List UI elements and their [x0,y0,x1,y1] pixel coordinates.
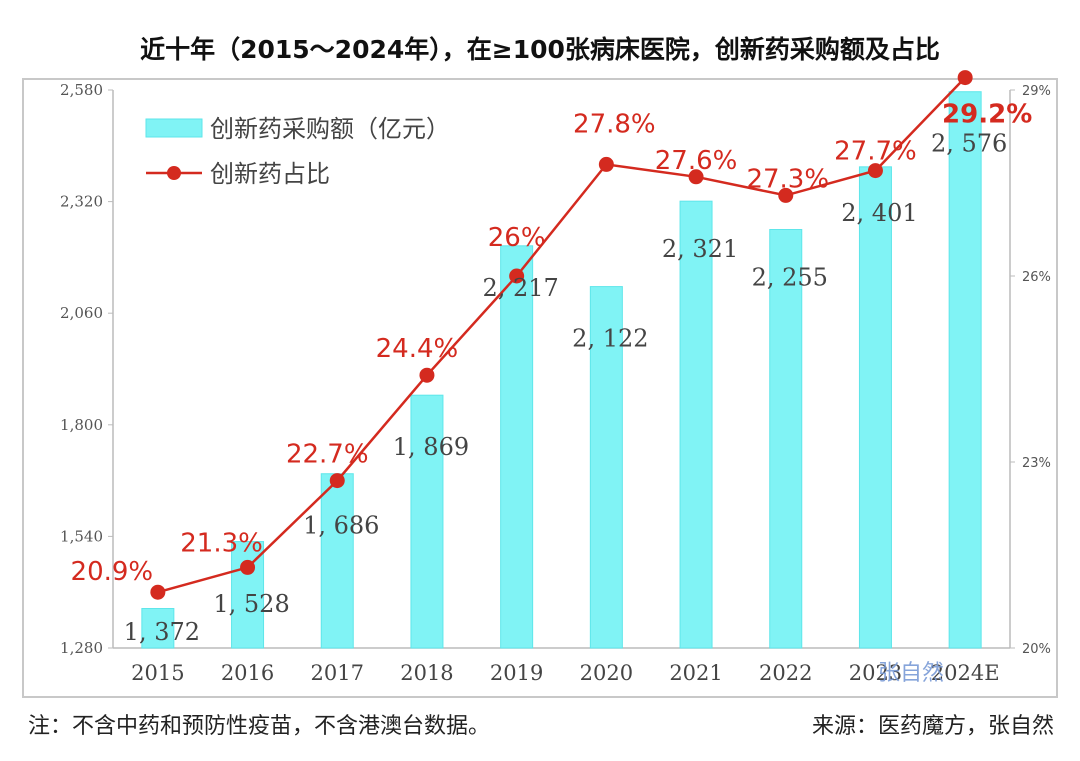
bar [320,473,354,649]
line-value-label: 21.3% [180,528,263,558]
ratio-point [688,169,704,185]
ratio-point [150,584,166,600]
bar [410,394,444,649]
left-tick-label: 2,580 [60,81,103,99]
right-tick-label: 20% [1022,642,1051,657]
bar-value-label: 2, 217 [482,274,558,302]
x-tick-label: 2019 [490,661,543,685]
x-tick-label: 2023 [849,661,902,685]
ratio-point [957,70,973,86]
right-tick-label: 23% [1022,456,1051,471]
line-value-label: 26% [488,223,546,253]
line-value-label: 27.6% [655,146,738,176]
x-tick-label: 2020 [580,661,633,685]
ratio-point [778,187,794,203]
source-note: 来源：医药魔方，张自然 [811,714,1054,739]
bar [679,200,713,649]
line-value-label: 24.4% [376,334,459,364]
chart-frame [22,78,1058,698]
legend-bar-swatch [145,118,203,138]
ratio-point [598,156,614,172]
left-tick-label: 1,540 [60,527,103,545]
left-tick-label: 1,280 [60,639,103,657]
ratio-point [329,473,345,489]
line-value-label: 20.9% [71,557,154,587]
x-tick-label: 2024E [931,661,1000,685]
x-tick-label: 2022 [759,661,812,685]
footnote: 注：不含中药和预防性疫苗，不含港澳台数据。 [28,714,491,739]
line-value-label: 27.8% [573,109,656,139]
left-tick-label: 2,060 [60,304,103,322]
watermark: 张自然 [878,661,945,686]
ratio-point [240,559,256,575]
x-tick-label: 2018 [400,661,453,685]
bar-value-label: 2, 576 [931,130,1007,158]
ratio-line [157,76,967,594]
ratio-point [509,268,525,284]
bar [769,229,803,649]
line-value-label: 27.7% [834,137,917,167]
bar [948,91,982,649]
bar [231,541,265,649]
ratio-point [419,367,435,383]
bar [500,245,534,649]
x-tick-label: 2016 [221,661,274,685]
bar-value-label: 2, 255 [752,264,828,292]
chart-title: 近十年（2015～2024年），在≥100张病床医院，创新药采购额及占比 [140,35,940,64]
line-value-label: 29.2% [942,100,1032,130]
bar [141,608,175,649]
bar [589,286,623,649]
legend-line-label: 创新药占比 [210,160,330,188]
right-tick-label: 26% [1022,270,1051,285]
right-tick-label: 29% [1022,84,1051,99]
bar-value-label: 1, 686 [303,512,379,540]
bar-value-label: 2, 321 [662,235,738,263]
x-tick-label: 2017 [311,661,364,685]
left-tick-label: 1,800 [60,416,103,434]
bar-value-label: 1, 528 [213,590,289,618]
x-tick-label: 2021 [669,661,722,685]
ratio-point [867,163,883,179]
x-tick-label: 2015 [131,661,184,685]
line-value-label: 22.7% [286,440,369,470]
bar-value-label: 1, 372 [124,618,200,646]
line-value-label: 27.3% [746,164,829,194]
bar [858,166,892,649]
bar-value-label: 2, 401 [841,199,917,227]
bar-value-label: 1, 869 [393,433,469,461]
bar-value-label: 2, 122 [572,325,648,353]
legend-bar-label: 创新药采购额（亿元） [210,115,450,143]
legend-line-marker [167,166,181,180]
left-tick-label: 2,320 [60,193,103,211]
